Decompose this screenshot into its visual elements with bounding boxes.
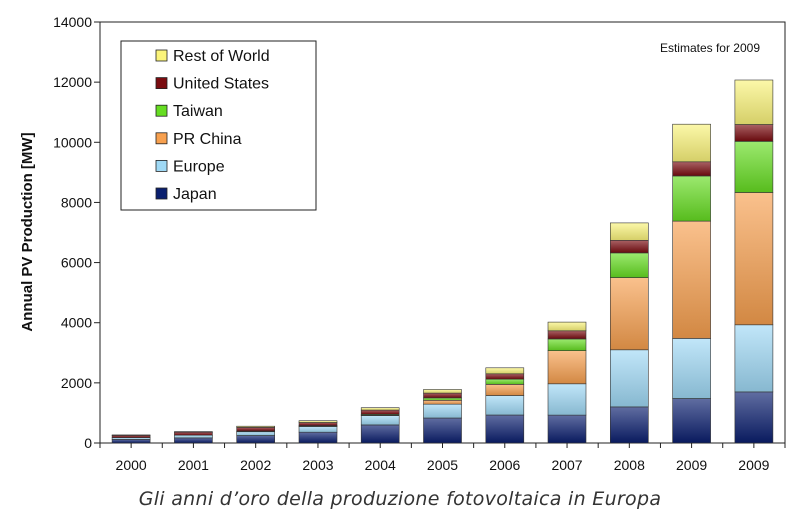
y-tick-label: 4000 — [61, 315, 92, 331]
bar-europe-2002 — [236, 431, 275, 436]
legend-swatch-pr-china — [155, 132, 168, 145]
bar-europe-2004 — [360, 415, 400, 426]
y-axis: 0 2000 4000 6000 8000 10000 12000 14000 — [53, 14, 100, 451]
bar-rest-of-world-2005 — [423, 389, 462, 394]
bar-rest-of-world-2006 — [485, 367, 525, 375]
bar-rest-of-world-2003 — [298, 420, 338, 423]
bar-taiwan-2005 — [423, 397, 462, 401]
y-tick-label: 0 — [84, 435, 92, 451]
bar-taiwan-2006 — [485, 378, 525, 385]
bar-rest-of-world-2000 — [111, 434, 151, 436]
legend-box — [120, 40, 317, 211]
bar-united-states-2008 — [609, 240, 649, 254]
bar-europe-2009 — [672, 338, 711, 399]
x-tick-label: 2002 — [240, 457, 271, 473]
bar-rest-of-world-2009 — [734, 79, 774, 125]
bar-taiwan-2009 — [734, 141, 774, 193]
bar-japan-2001 — [174, 437, 213, 444]
x-tick-label: 2007 — [551, 457, 582, 473]
bar-japan-2004 — [360, 424, 400, 444]
y-tick-label: 10000 — [53, 134, 92, 150]
x-tick-label: 2004 — [365, 457, 396, 473]
x-tick-label: 2009 — [738, 457, 769, 473]
bar-rest-of-world-2004 — [360, 407, 400, 411]
bar-pr-china-2008 — [609, 277, 649, 351]
x-tick-label: 2006 — [489, 457, 520, 473]
bar-rest-of-world-2009 — [672, 123, 711, 163]
bar-europe-2007 — [547, 383, 587, 416]
x-tick-label: 2008 — [614, 457, 645, 473]
bar-europe-2005 — [423, 403, 462, 419]
bar-rest-of-world-2001 — [174, 431, 213, 433]
bar-united-states-2004 — [360, 409, 400, 415]
bar-pr-china-2009 — [672, 220, 711, 339]
bar-united-states-2007 — [547, 330, 587, 340]
legend-swatch-rest-of-world — [155, 49, 168, 62]
bar-pr-china-2006 — [485, 384, 525, 396]
y-tick-label: 12000 — [53, 74, 92, 90]
bar-japan-2008 — [609, 406, 649, 444]
x-tick-label: 2003 — [302, 457, 333, 473]
bar-taiwan-2007 — [547, 338, 587, 351]
bar-pr-china-2007 — [547, 350, 587, 385]
legend-swatch-taiwan — [155, 104, 168, 117]
y-tick-label: 8000 — [61, 194, 92, 210]
bar-united-states-2009 — [734, 124, 774, 142]
legend-label-united-states: United States — [173, 76, 269, 93]
x-tick-label: 2009 — [676, 457, 707, 473]
figure-caption: Gli anni d’oro della produzione fotovolt… — [138, 488, 662, 510]
bar-japan-2000 — [111, 439, 151, 444]
bar-rest-of-world-2007 — [547, 321, 587, 332]
bar-united-states-2009 — [672, 161, 711, 177]
bar-rest-of-world-2008 — [609, 222, 649, 241]
bar-japan-2003 — [298, 431, 338, 444]
estimates-annotation: Estimates for 2009 — [660, 41, 760, 55]
bar-europe-2008 — [609, 349, 649, 408]
bar-japan-2007 — [547, 414, 587, 444]
bar-taiwan-2009 — [672, 175, 711, 222]
bar-japan-2009 — [672, 398, 711, 444]
x-tick-label: 2001 — [178, 457, 209, 473]
y-tick-label: 6000 — [61, 255, 92, 271]
bar-europe-2001 — [174, 434, 213, 439]
bar-japan-2006 — [485, 414, 525, 444]
legend-label-europe: Europe — [173, 158, 225, 175]
bar-europe-2006 — [485, 395, 525, 416]
y-tick-label: 2000 — [61, 375, 92, 391]
legend-label-pr-china: PR China — [173, 131, 242, 148]
bar-united-states-2005 — [423, 392, 462, 399]
bar-rest-of-world-2002 — [236, 425, 275, 428]
bar-united-states-2001 — [174, 431, 213, 436]
bar-europe-2003 — [298, 426, 338, 433]
y-axis-label: Annual PV Production [MW] — [19, 132, 36, 331]
legend-label-japan: Japan — [173, 186, 217, 203]
legend-swatch-united-states — [155, 77, 168, 89]
x-tick-label: 2000 — [116, 457, 147, 473]
legend-swatch-japan — [155, 187, 168, 200]
bars — [111, 79, 774, 444]
bar-japan-2009 — [734, 391, 774, 444]
legend-label-taiwan: Taiwan — [173, 103, 223, 120]
x-axis: 2000 2001 2002 2003 2004 2005 2006 2007 2008 2009… — [99, 443, 786, 473]
x-tick-label: 2005 — [427, 457, 458, 473]
bar-europe-2009 — [734, 324, 774, 393]
y-tick-label: 14000 — [53, 14, 92, 30]
bar-japan-2002 — [236, 435, 275, 444]
legend-swatch-europe — [155, 159, 168, 172]
legend-label-rest-of-world: Rest of World — [173, 48, 270, 65]
bar-united-states-2003 — [298, 422, 338, 426]
bar-united-states-2006 — [485, 373, 525, 380]
bar-united-states-2002 — [236, 427, 275, 432]
bar-pr-china-2009 — [734, 192, 774, 326]
bar-pr-china-2005 — [423, 399, 462, 405]
legend: Rest of World United States Taiwan PR China… — [120, 40, 317, 211]
bar-taiwan-2008 — [609, 252, 649, 278]
bar-japan-2005 — [423, 417, 462, 444]
